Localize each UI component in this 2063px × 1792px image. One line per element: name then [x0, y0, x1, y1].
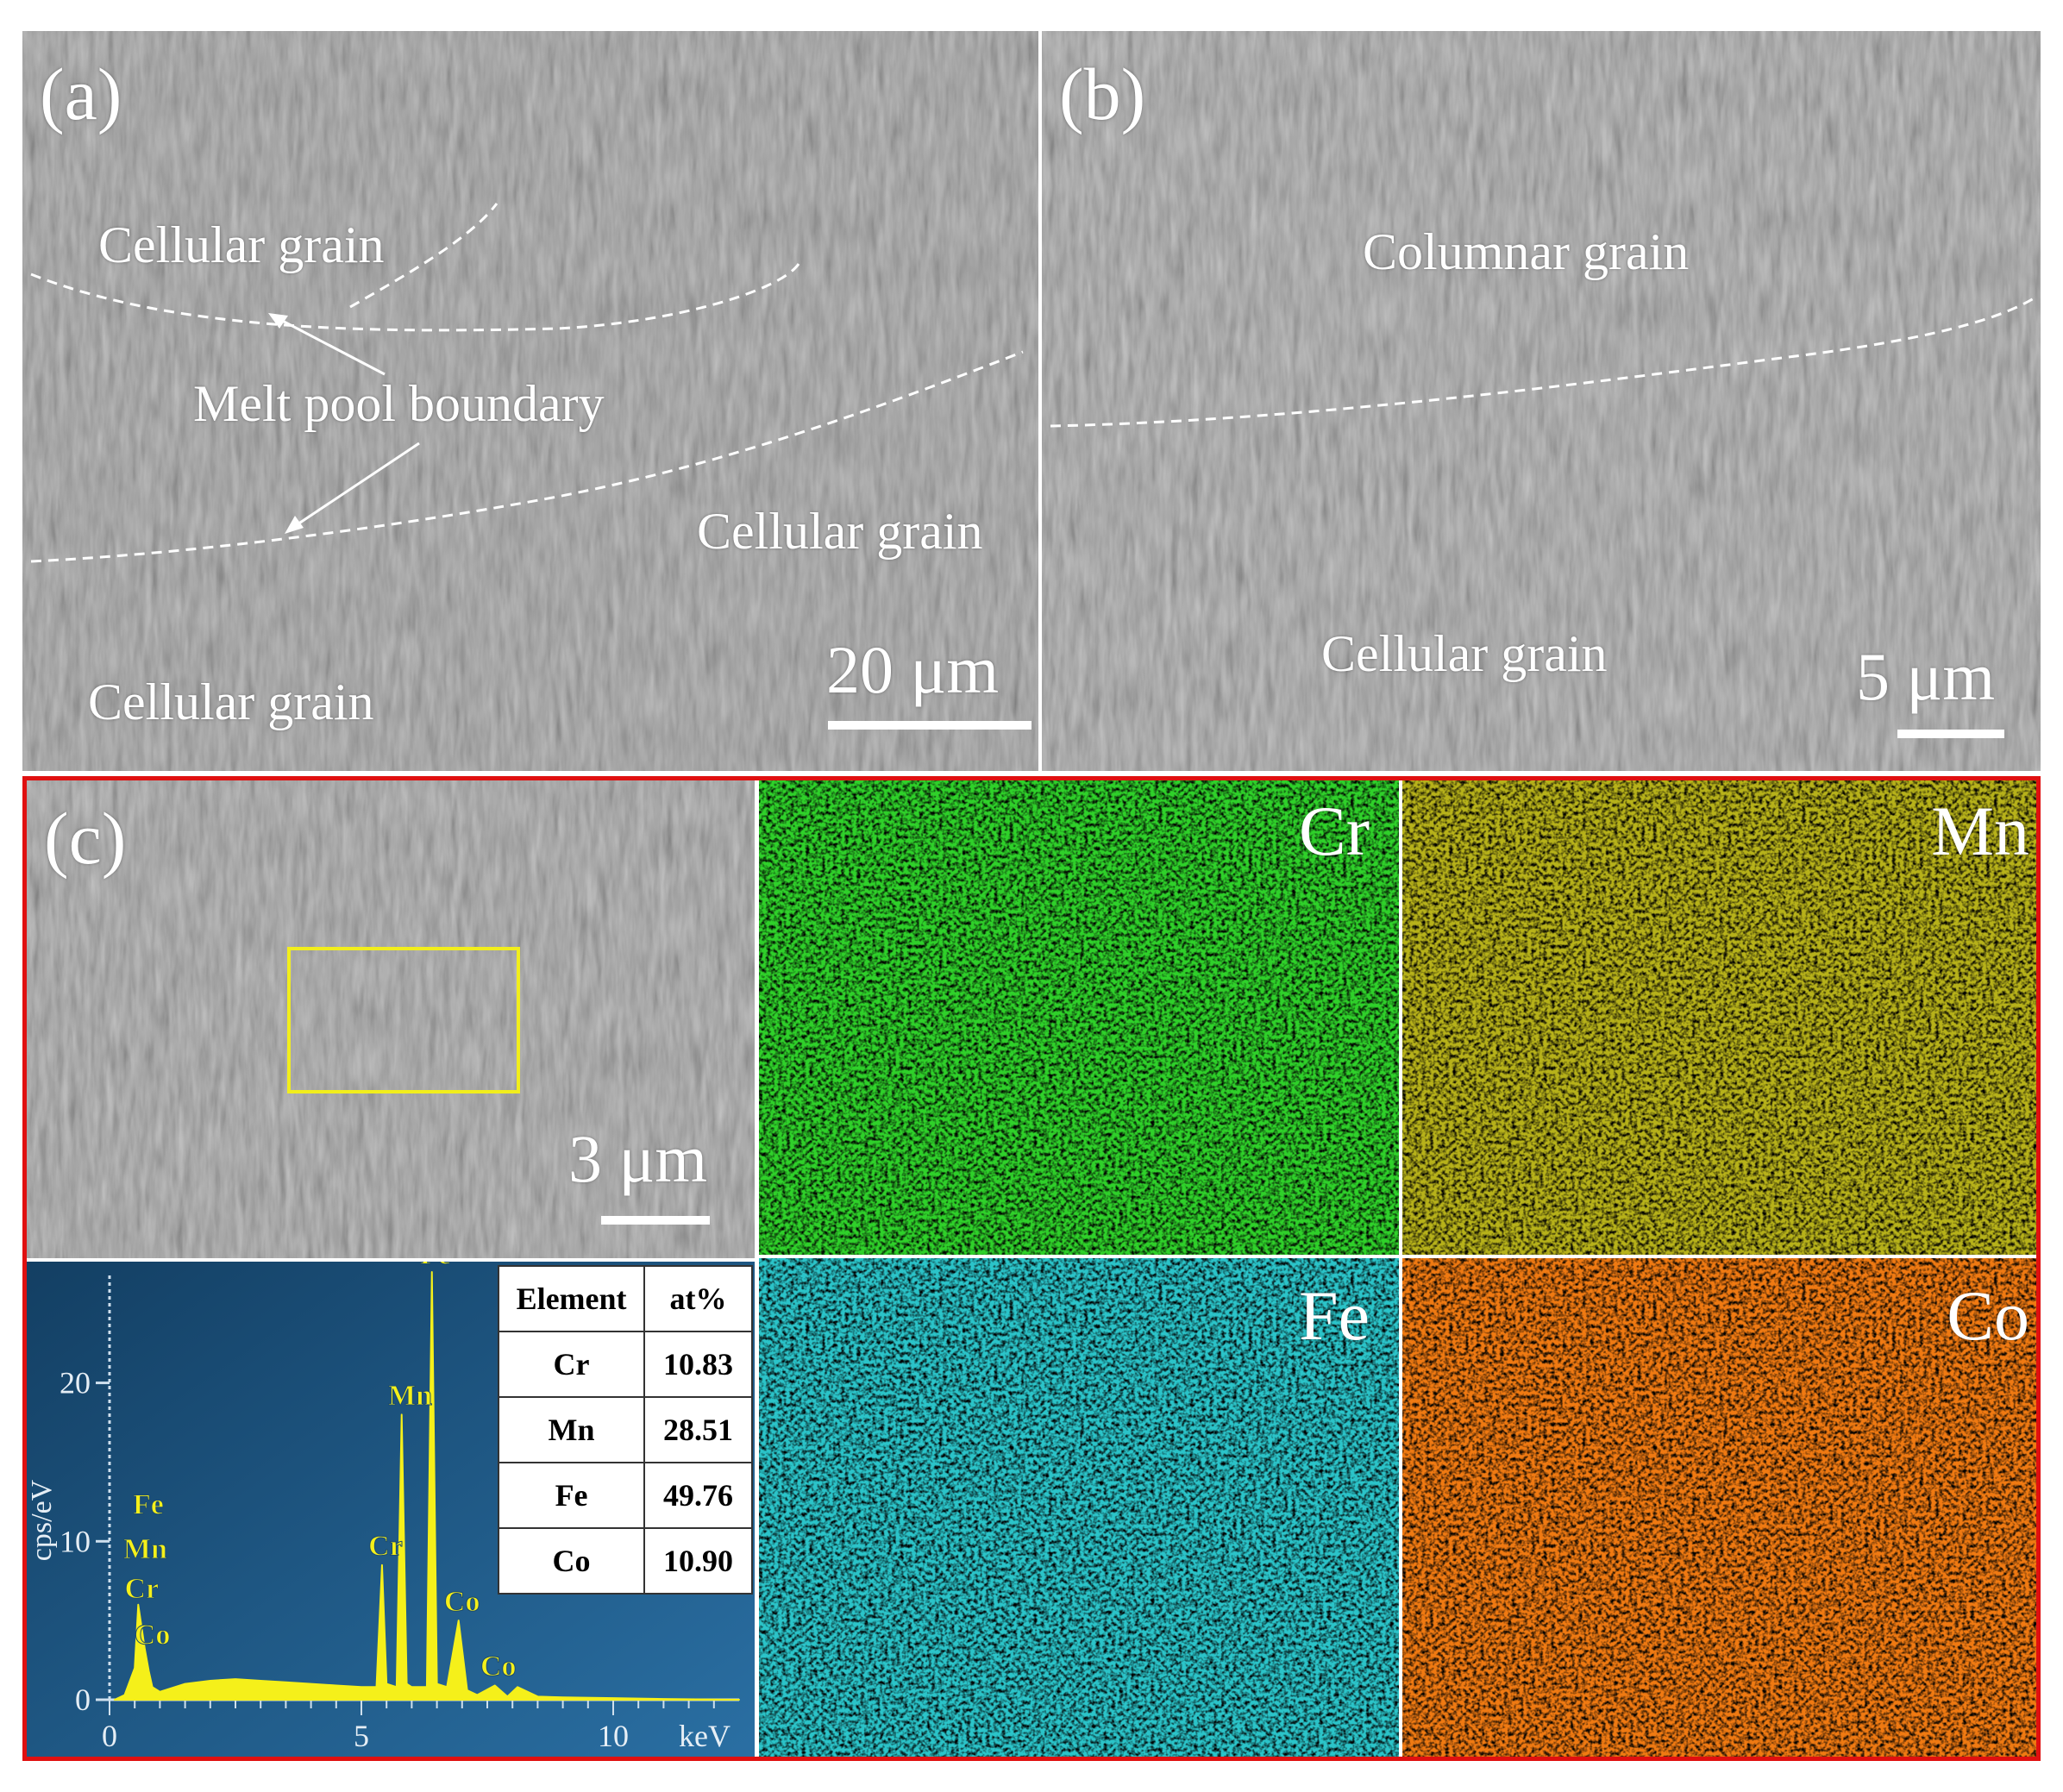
panel-label-a: (a) [40, 53, 122, 135]
map-label-cr: Cr [1299, 792, 1370, 870]
spectrum-series [113, 1271, 740, 1701]
map-texture-fe [759, 1258, 1399, 1757]
scale-bar-c [601, 1216, 710, 1225]
scale-text-c: 3 μm [568, 1121, 707, 1196]
table-header-element: Element [497, 1265, 646, 1332]
table-header-row: Element at% [497, 1265, 753, 1332]
peak-label: Fe [133, 1489, 164, 1521]
sem-texture-a [22, 31, 1038, 771]
y-tick-label: 0 [75, 1682, 91, 1717]
table-row: Cr 10.83 [497, 1331, 753, 1398]
melt-pool-boundary-2 [349, 203, 499, 309]
eds-map-mn: Mn [1402, 780, 2036, 1255]
sem-texture-c [27, 780, 755, 1258]
eds-map-co: Co [1402, 1258, 2036, 1757]
panel-label-b: (b) [1059, 53, 1146, 135]
x-tick-label: 5 [354, 1719, 369, 1753]
y-tick-label: 10 [60, 1524, 91, 1558]
table-cell-value: 10.83 [643, 1331, 753, 1398]
grain-label-b-2: Cellular grain [1321, 625, 1608, 682]
table-header-atpct: at% [643, 1265, 753, 1332]
arrow-line-2 [289, 442, 420, 531]
table-cell-value: 49.76 [643, 1462, 753, 1529]
table-row: Mn 28.51 [497, 1396, 753, 1463]
peak-label: Co [480, 1651, 517, 1682]
scale-text-b: 5 μm [1856, 639, 1995, 714]
arrow-line-1 [272, 314, 386, 376]
map-label-mn: Mn [1931, 792, 2029, 870]
sem-texture-b [1042, 31, 2041, 771]
arrow-head-2 [285, 516, 304, 534]
sem-panel-a: (a) Cellular grain Melt pool boundary Ce… [22, 31, 1038, 771]
table-cell-element: Mn [497, 1396, 646, 1463]
melt-pool-boundary-3 [30, 350, 1024, 563]
grain-label-a-1: Cellular grain [98, 216, 385, 273]
eds-map-cr: Cr [759, 780, 1399, 1255]
grain-label-a-3: Cellular grain [88, 674, 374, 730]
map-texture-co [1402, 1258, 2036, 1757]
composition-table: Element at% Cr 10.83 Mn 28.51 Fe 49.76 Co 10.90 [497, 1265, 753, 1595]
x-tick-label: 0 [102, 1719, 117, 1753]
grain-label-b-1: Columnar grain [1363, 223, 1690, 280]
arrow-head-1 [268, 313, 288, 329]
peak-label: Fe [420, 1262, 451, 1270]
scale-bar-a [828, 721, 1032, 730]
table-row: Co 10.90 [497, 1527, 753, 1595]
x-axis-label: keV [679, 1719, 731, 1753]
y-axis-label: cps/eV [27, 1479, 58, 1561]
sem-panel-c: (c) 3 μm [27, 780, 755, 1258]
melt-pool-boundary-b [1050, 297, 2035, 428]
peak-label: Mn [123, 1533, 167, 1565]
table-row: Fe 49.76 [497, 1462, 753, 1529]
peak-label: Cr [124, 1573, 159, 1605]
map-label-co: Co [1947, 1276, 2029, 1355]
grain-label-a-2: Cellular grain [697, 503, 983, 560]
roi-box [287, 947, 520, 1093]
panel-label-c: (c) [44, 797, 127, 880]
peak-label: Cr [368, 1531, 403, 1563]
peak-label: Co [444, 1586, 480, 1618]
table-cell-value: 28.51 [643, 1396, 753, 1463]
map-texture-cr [759, 780, 1399, 1255]
scale-bar-b [1897, 730, 2004, 738]
table-cell-element: Fe [497, 1462, 646, 1529]
y-tick-label: 20 [60, 1366, 91, 1400]
map-label-fe: Fe [1299, 1276, 1370, 1355]
sem-panel-b: (b) Columnar grain Cellular grain 5 μm [1042, 31, 2041, 771]
table-cell-value: 10.90 [643, 1527, 753, 1595]
table-cell-element: Cr [497, 1331, 646, 1398]
x-tick-label: 10 [598, 1719, 629, 1753]
peak-label: Mn [388, 1380, 432, 1412]
peak-label: Co [135, 1619, 171, 1651]
boundary-label: Melt pool boundary [193, 375, 605, 432]
map-texture-mn [1402, 780, 2036, 1255]
eds-map-fe: Fe [759, 1258, 1399, 1757]
scale-text-a: 20 μm [826, 632, 999, 707]
table-cell-element: Co [497, 1527, 646, 1595]
